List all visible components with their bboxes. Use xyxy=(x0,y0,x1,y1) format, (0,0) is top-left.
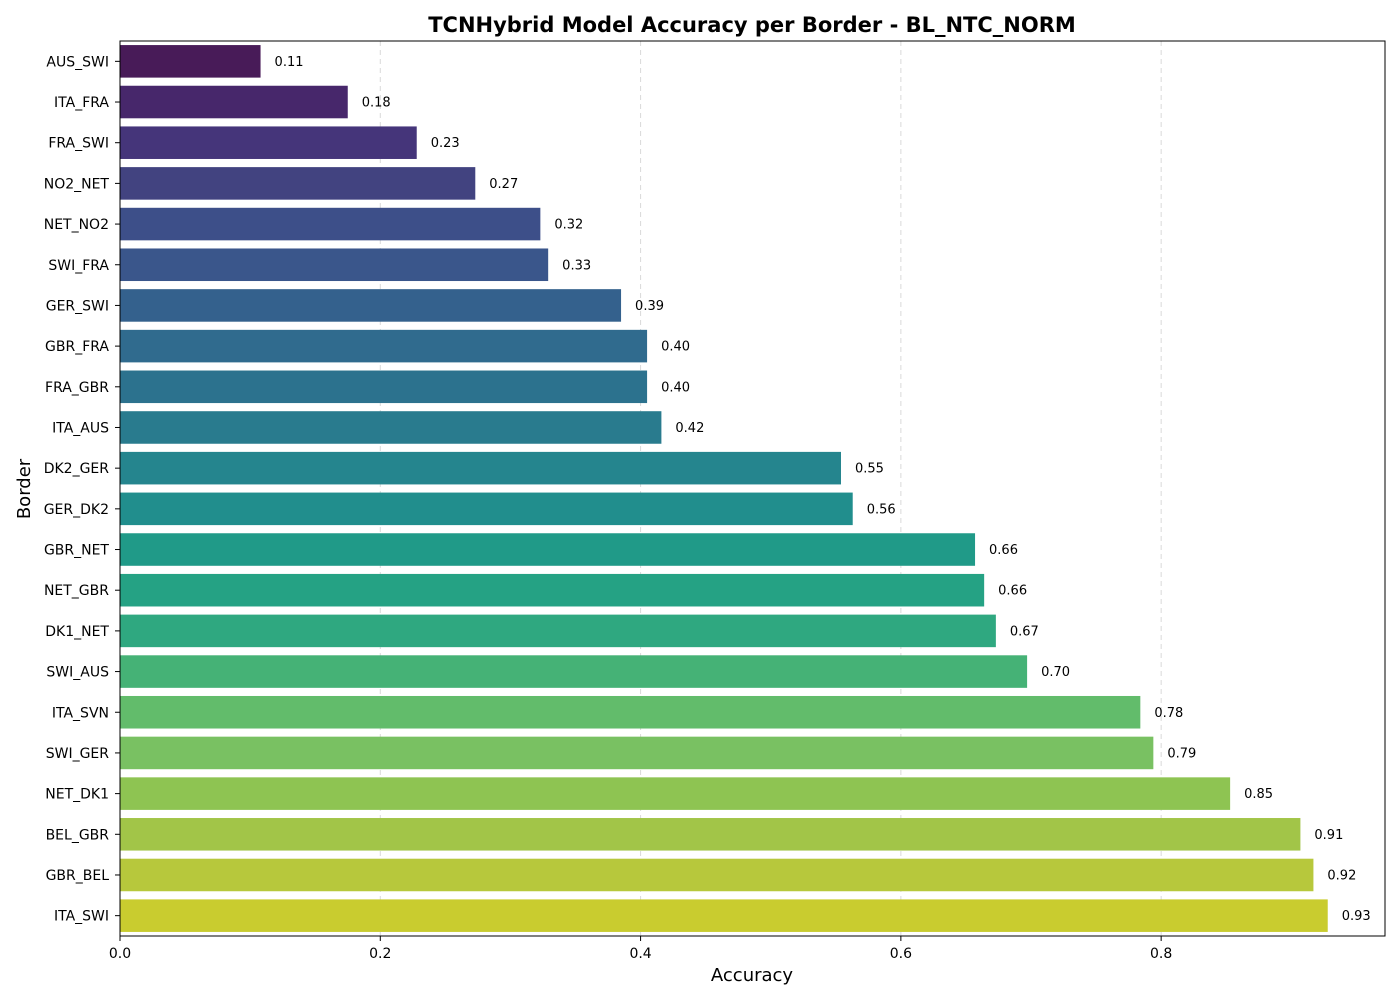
data-label: 0.66 xyxy=(998,584,1027,599)
data-label: 0.79 xyxy=(1167,746,1196,761)
y-tick-label: ITA_FRA xyxy=(54,95,109,111)
x-tick-label: 0.4 xyxy=(629,946,651,962)
x-tick-label: 0.6 xyxy=(890,946,912,962)
bar xyxy=(120,736,1154,770)
y-tick-label: GER_SWI xyxy=(46,298,109,314)
x-tick-label: 0.2 xyxy=(369,946,391,962)
bar xyxy=(120,45,261,78)
bar xyxy=(120,492,853,526)
y-tick-label: FRA_SWI xyxy=(48,136,109,152)
y-tick-label: FRA_GBR xyxy=(45,380,109,396)
data-label: 0.85 xyxy=(1244,787,1273,802)
y-axis-ticks: AUS_SWI ITA_FRA FRA_SWI NO2_NET NET_NO2 SWI_F… xyxy=(44,54,120,925)
y-tick-label: NET_GBR xyxy=(44,583,109,599)
bar xyxy=(120,370,648,404)
y-tick-label: ITA_AUS xyxy=(52,420,109,436)
x-axis-label: Accuracy xyxy=(711,965,794,986)
data-label: 0.92 xyxy=(1327,868,1356,883)
y-axis-label: Border xyxy=(14,458,35,519)
y-tick-label: SWI_AUS xyxy=(46,665,109,681)
bar xyxy=(120,167,476,200)
data-label: 0.93 xyxy=(1342,909,1371,924)
bar xyxy=(120,533,976,566)
bar xyxy=(120,899,1328,932)
y-tick-label: AUS_SWI xyxy=(46,54,109,70)
data-label: 0.11 xyxy=(275,55,304,70)
y-tick-label: GBR_NET xyxy=(44,543,109,559)
y-tick-label: GER_DK2 xyxy=(44,502,109,518)
bar xyxy=(120,85,348,119)
y-tick-label: DK1_NET xyxy=(45,624,109,640)
data-label: 0.18 xyxy=(362,96,391,111)
data-label: 0.55 xyxy=(855,462,884,477)
data-label: 0.66 xyxy=(989,543,1018,558)
y-tick-label: ITA_SWI xyxy=(54,909,109,925)
bar xyxy=(120,818,1301,851)
bar xyxy=(120,695,1141,729)
data-label: 0.23 xyxy=(431,136,460,151)
bar xyxy=(120,248,549,282)
bars xyxy=(120,45,1328,932)
data-label: 0.70 xyxy=(1041,665,1070,680)
data-label: 0.33 xyxy=(562,258,591,273)
data-label: 0.39 xyxy=(635,299,664,314)
data-label: 0.67 xyxy=(1010,624,1039,639)
chart-title: TCNHybrid Model Accuracy per Border - BL… xyxy=(428,13,1076,37)
value-labels: 0.11 0.18 0.23 0.27 0.32 0.33 0.39 0.40 0.40 0.42… xyxy=(275,55,1371,924)
data-label: 0.78 xyxy=(1154,706,1183,721)
bar xyxy=(120,207,541,241)
bar xyxy=(120,573,985,607)
y-tick-label: NO2_NET xyxy=(44,176,110,192)
x-tick-label: 0.0 xyxy=(109,946,131,962)
data-label: 0.27 xyxy=(489,177,518,192)
bar xyxy=(120,858,1314,892)
bar xyxy=(120,329,648,363)
y-tick-label: ITA_SVN xyxy=(52,705,109,721)
data-label: 0.42 xyxy=(675,421,704,436)
bar xyxy=(120,614,996,648)
y-tick-label: BEL_GBR xyxy=(46,827,110,843)
x-axis-ticks: 0.0 0.2 0.4 0.6 0.8 xyxy=(109,936,1172,962)
data-label: 0.32 xyxy=(554,218,583,233)
bar xyxy=(120,777,1231,810)
y-tick-label: SWI_FRA xyxy=(48,258,109,274)
bar xyxy=(120,126,417,159)
x-tick-label: 0.8 xyxy=(1150,946,1172,962)
bar xyxy=(120,289,622,322)
data-label: 0.40 xyxy=(661,380,690,395)
y-tick-label: GBR_BEL xyxy=(46,868,110,884)
plot-frame xyxy=(119,40,1386,937)
y-tick-label: NET_NO2 xyxy=(44,217,109,233)
y-tick-label: NET_DK1 xyxy=(45,787,109,803)
bar xyxy=(120,411,662,444)
data-label: 0.91 xyxy=(1314,828,1343,843)
data-label: 0.56 xyxy=(867,502,896,517)
bar xyxy=(120,655,1028,688)
y-tick-label: GBR_FRA xyxy=(45,339,109,355)
bar xyxy=(120,451,841,485)
data-label: 0.40 xyxy=(661,340,690,355)
y-tick-label: SWI_GER xyxy=(46,746,110,762)
y-tick-label: DK2_GER xyxy=(44,461,110,477)
